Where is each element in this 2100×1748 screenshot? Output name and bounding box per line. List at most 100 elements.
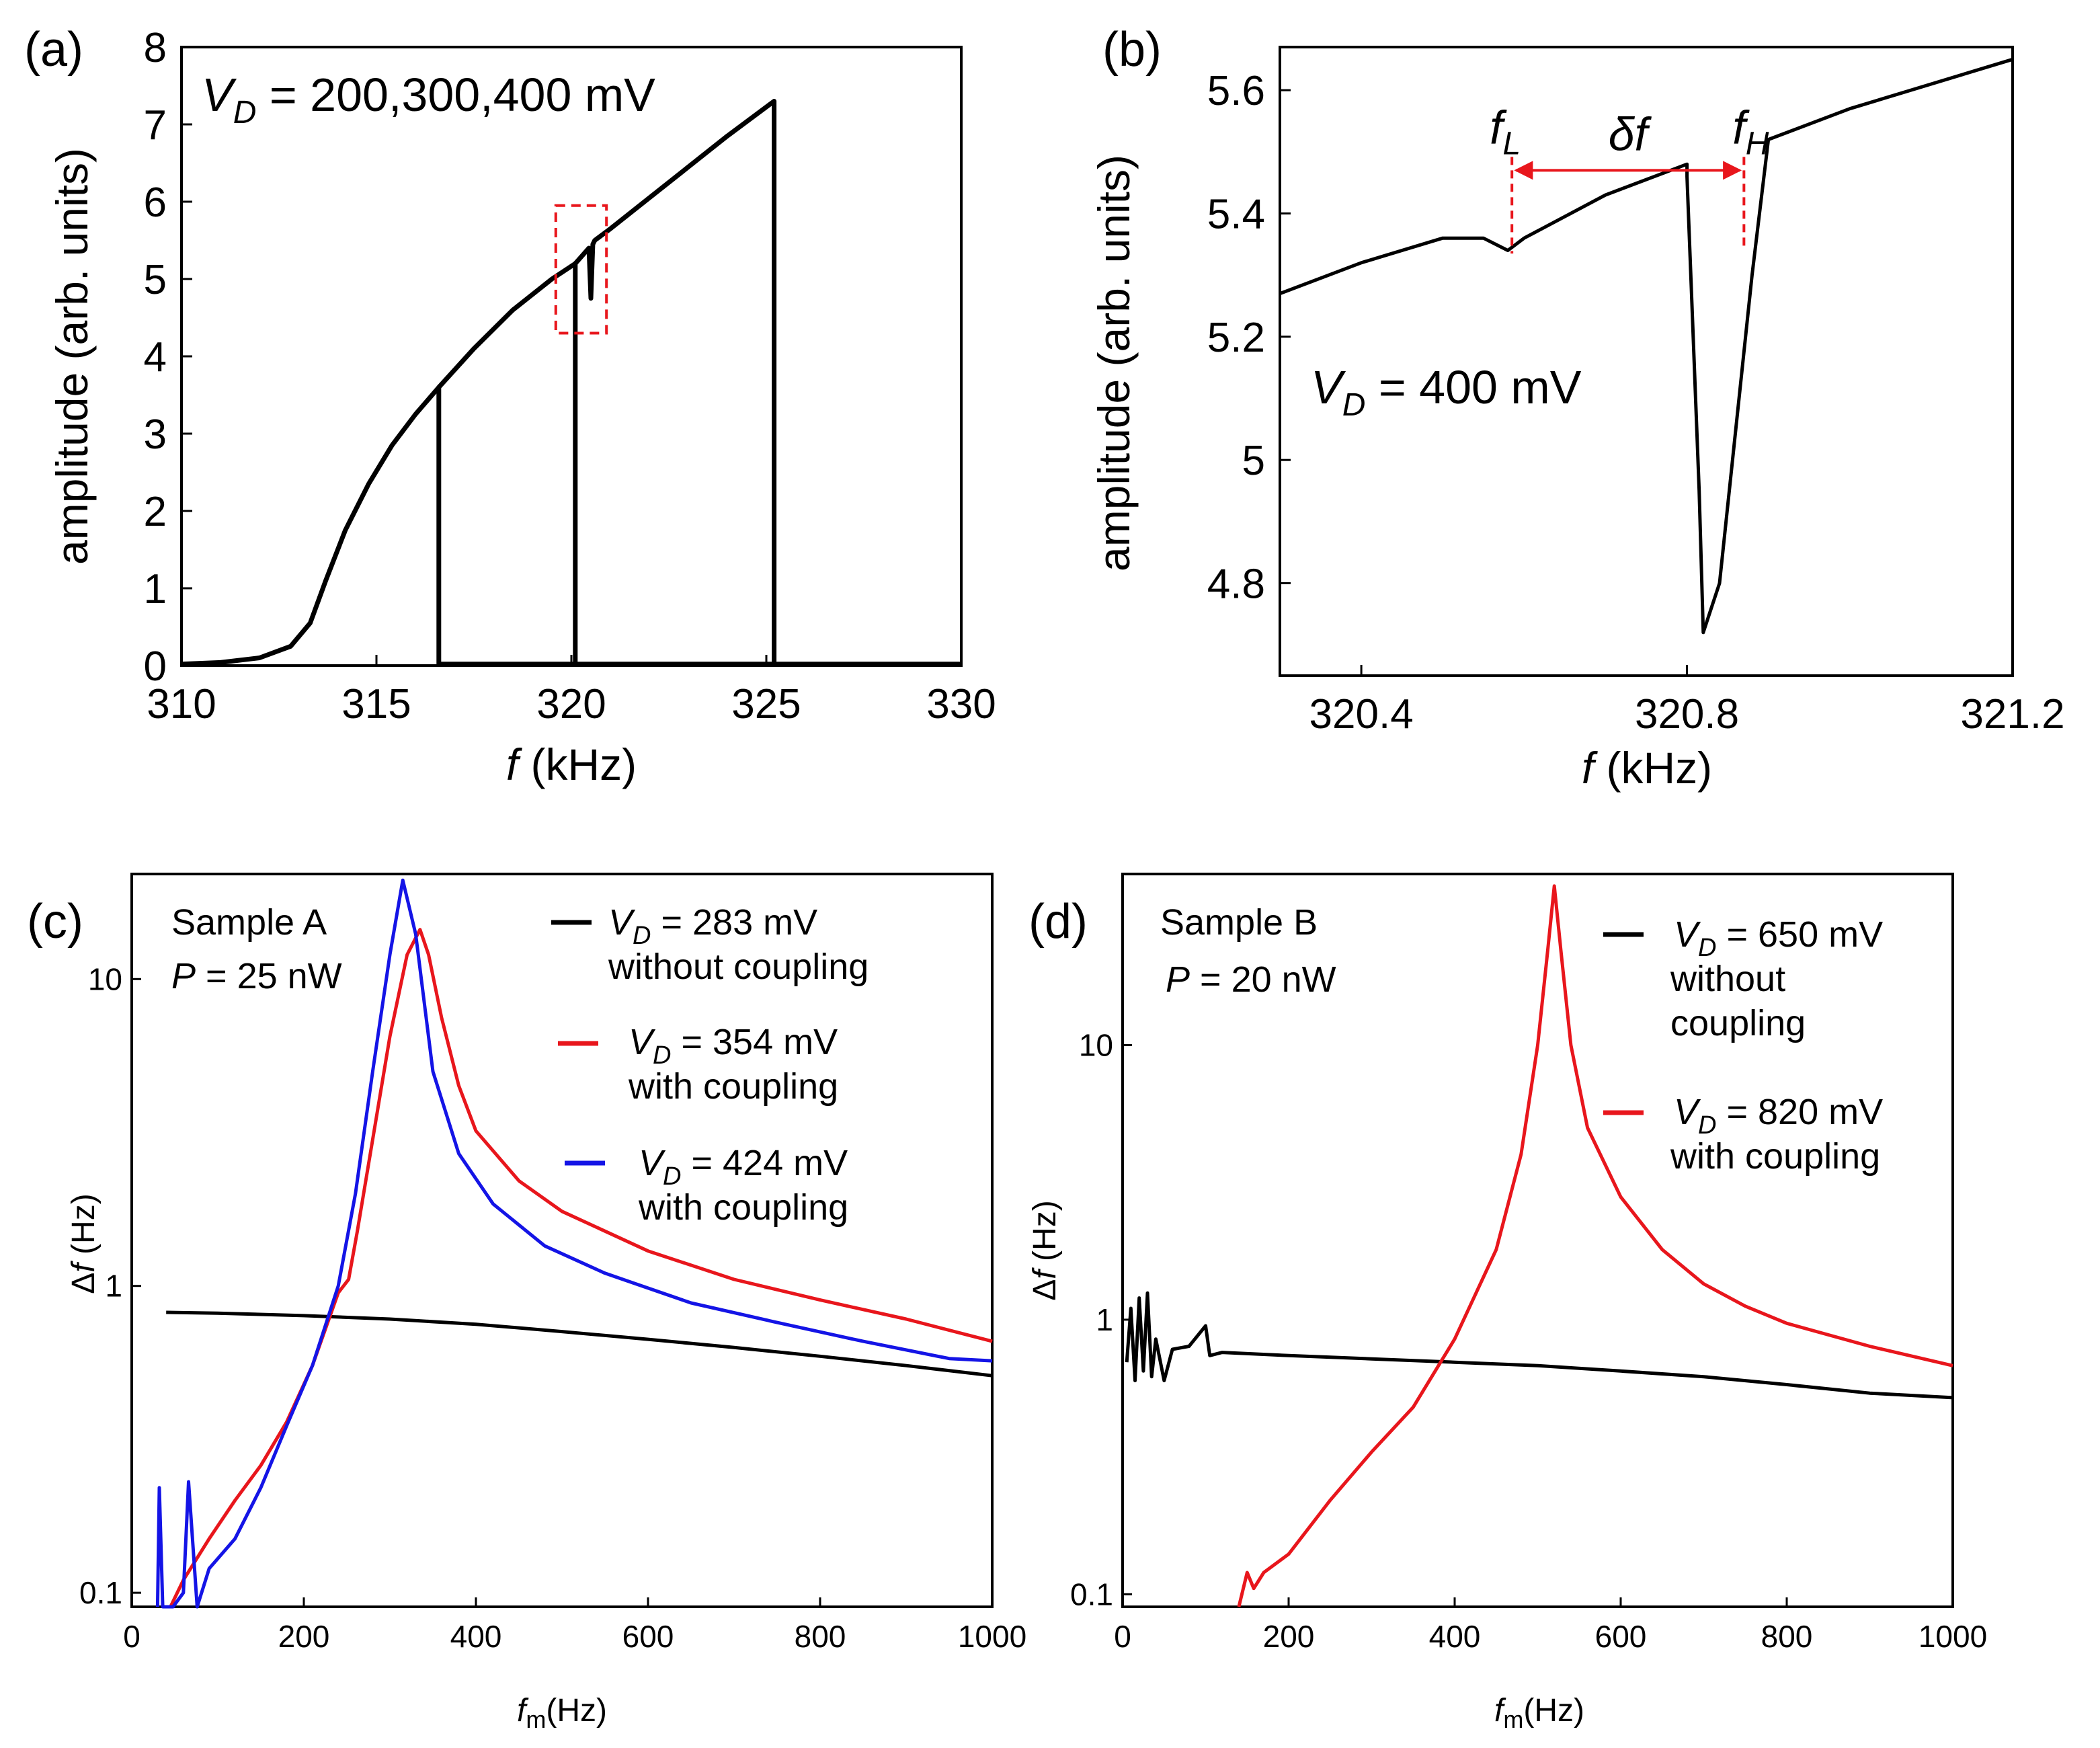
y-tick-label: 1	[1096, 1302, 1113, 1337]
x-tick-label: 310	[147, 681, 216, 727]
y-tick-label: 8	[144, 25, 167, 71]
panel-d-power-var: P	[1166, 959, 1190, 1000]
panel-b-x-ticks: 320.4 320.8 321.2	[1309, 665, 2065, 738]
panel-d-y-ticks: 0.1 1 10	[1070, 1028, 1132, 1612]
panel-c-sample-label: Sample A	[171, 902, 327, 943]
panel-b-vd-sub: D	[1342, 387, 1366, 423]
panel-b-x-axis-label: f (kHz)	[1582, 743, 1712, 793]
x-tick-label: 325	[731, 681, 801, 727]
panel-a-vd-prefix: V	[202, 69, 237, 121]
panel-c-ylabel-delta: Δ	[66, 1273, 102, 1294]
legend-entry-1: VD = 820 mV	[1674, 1092, 1883, 1140]
panel-d-x-axis-label: fm(Hz)	[1494, 1693, 1584, 1733]
x-tick-label: 600	[1595, 1619, 1647, 1654]
panel-d-sample-label: Sample B	[1160, 902, 1318, 943]
panel-b-y-axis-label: amplitude (arb. units)	[1089, 155, 1139, 571]
legend-entry-0-line3: coupling	[1670, 1003, 1806, 1043]
legend-entry-0: VD = 650 mV	[1674, 914, 1883, 962]
panel-b: (b) 4.8 5 5.2 5.4 5.6 320.4 320.8 321.2 fL fH …	[1089, 23, 2065, 793]
panel-d: (d) 0.1 1 10 0 200 400 600 800 1000 Sample B P …	[1027, 873, 1987, 1733]
series-line-1	[1237, 884, 1953, 1607]
y-tick-label: 1	[144, 566, 167, 612]
panel-c-xlabel-unit: (Hz)	[546, 1693, 607, 1729]
x-tick-label: 600	[622, 1619, 674, 1654]
y-tick-label: 0.1	[79, 1575, 122, 1610]
panel-d-series	[1125, 884, 1953, 1607]
panel-a-highlight-box	[554, 204, 608, 335]
panel-d-y-axis-label: Δf (Hz)	[1027, 1200, 1063, 1300]
panel-d-axes-frame	[1121, 873, 1954, 1608]
panel-b-fL-sub: L	[1503, 126, 1521, 161]
panel-a-x-ticks: 310 315 320 325 330	[147, 655, 996, 727]
y-tick-label: 5.6	[1207, 68, 1265, 114]
y-tick-label: 2	[144, 489, 167, 535]
panel-c: (c) 0.1 1 10 0 200 400 600 800 1000 Sample A P …	[27, 873, 1026, 1733]
x-tick-label: 200	[1263, 1619, 1315, 1654]
panel-b-fL-label: fL	[1490, 101, 1521, 161]
panel-b-x-label-unit: (kHz)	[1594, 743, 1712, 793]
y-tick-label: 4	[144, 334, 167, 381]
panel-b-vd-rest: = 400 mV	[1365, 361, 1581, 413]
panel-c-power-value: = 25 nW	[196, 956, 342, 996]
legend-entry-2: VD = 424 mV	[639, 1143, 848, 1191]
panel-d-xlabel-unit: (Hz)	[1523, 1693, 1584, 1729]
panel-a: (a) 0 1 2 3 4 5 6 7 8 310 315 320 325 330 VD = 200,3…	[24, 23, 996, 789]
x-tick-label: 315	[341, 681, 411, 727]
panel-c-x-axis-label: fm(Hz)	[517, 1693, 607, 1733]
y-tick-label: 5	[144, 257, 167, 303]
panel-d-xlabel-sub: m	[1503, 1706, 1523, 1733]
series-line-1	[169, 928, 993, 1608]
panel-c-power-var: P	[171, 956, 196, 996]
panel-d-power-value: = 20 nW	[1190, 959, 1336, 1000]
panel-b-vd-annotation: VD = 400 mV	[1311, 361, 1582, 423]
legend-entry-0: VD = 283 mV	[608, 902, 817, 950]
panel-c-xlabel-sub: m	[526, 1706, 546, 1733]
legend-entry-2-line2: with coupling	[638, 1187, 848, 1228]
panel-b-delta-label: δf	[1609, 108, 1652, 160]
legend-entry-1: VD = 354 mV	[629, 1022, 838, 1070]
panel-b-y-ticks: 4.8 5 5.2 5.4 5.6	[1207, 68, 1291, 608]
panel-a-x-label-unit: (kHz)	[518, 740, 637, 789]
panel-d-label: (d)	[1028, 895, 1088, 949]
legend-entry-1-line2: with coupling	[1670, 1136, 1880, 1177]
panel-c-y-ticks: 0.1 1 10	[79, 961, 141, 1610]
panel-c-x-ticks: 0 200 400 600 800 1000	[123, 1597, 1026, 1654]
panel-a-axes-frame	[180, 46, 963, 667]
panel-a-y-ticks: 0 1 2 3 4 5 6 7 8	[144, 25, 192, 690]
x-tick-label: 800	[795, 1619, 846, 1654]
x-tick-label: 320	[536, 681, 606, 727]
y-tick-label: 5.4	[1207, 192, 1265, 238]
y-tick-label: 10	[1079, 1028, 1113, 1063]
panel-b-fH-sub: H	[1746, 126, 1769, 161]
series-line-0	[181, 385, 961, 667]
x-tick-label: 321.2	[1960, 691, 2064, 738]
series-line-1	[437, 261, 578, 664]
panel-a-series	[181, 99, 961, 667]
y-tick-label: 7	[144, 102, 167, 149]
panel-a-x-axis-label: f (kHz)	[506, 740, 637, 789]
x-tick-label: 1000	[958, 1619, 1026, 1654]
panel-a-y-axis-label: amplitude (arb. units)	[47, 148, 97, 565]
x-tick-label: 0	[123, 1619, 140, 1654]
series-line-2	[155, 878, 993, 1609]
x-tick-label: 0	[1114, 1619, 1131, 1654]
y-tick-label: 0.1	[1070, 1577, 1113, 1612]
y-tick-label: 6	[144, 180, 167, 226]
y-tick-label: 1	[105, 1269, 122, 1304]
panel-b-frequency-markers: fL fH δf	[1490, 101, 1769, 254]
legend-entry-1-line2: with coupling	[628, 1066, 838, 1107]
panel-d-x-ticks: 0 200 400 600 800 1000	[1114, 1597, 1987, 1654]
panel-c-ylabel-unit: (Hz)	[66, 1193, 102, 1263]
series-line-0	[166, 1310, 993, 1378]
panel-a-vd-annotation: VD = 200,300,400 mV	[202, 69, 655, 130]
panel-c-series	[155, 878, 993, 1609]
y-tick-label: 5.2	[1207, 315, 1265, 361]
panel-b-fH-label: fH	[1732, 101, 1769, 161]
x-tick-label: 400	[1429, 1619, 1481, 1654]
panel-a-label: (a)	[24, 23, 83, 77]
x-tick-label: 800	[1761, 1619, 1813, 1654]
x-tick-label: 400	[450, 1619, 502, 1654]
x-tick-label: 1000	[1919, 1619, 1987, 1654]
